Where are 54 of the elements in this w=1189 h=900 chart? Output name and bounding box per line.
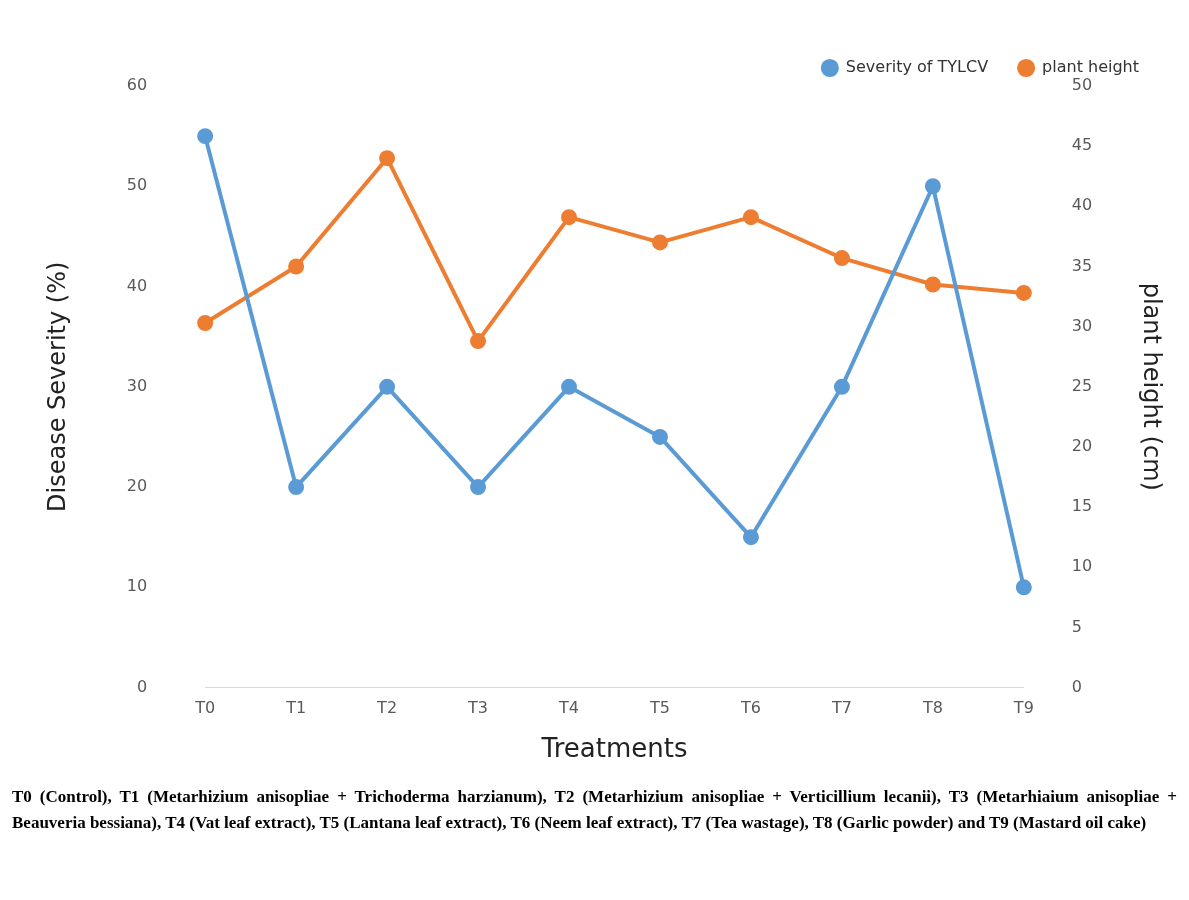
legend-label: Severity of TYLCV (845, 57, 989, 77)
y-tick-label: 40 (126, 275, 148, 295)
x-tick-label: T6 (739, 698, 761, 718)
y-axis-title: Disease Severity (%) (42, 261, 71, 512)
y2-axis-title: plant height (cm) (1138, 282, 1167, 491)
point (197, 128, 214, 145)
x-tick-label: T8 (921, 698, 943, 718)
x-tick-label: T0 (194, 698, 216, 718)
x-tick-label: T4 (558, 698, 579, 718)
point (742, 529, 759, 546)
point (742, 209, 759, 226)
x-axis-title: Treatments (540, 733, 688, 764)
y-tick-label: 10 (126, 576, 148, 596)
y2-tick-label: 50 (1071, 75, 1093, 95)
y2-tick-label: 20 (1071, 436, 1093, 456)
x-tick-label: T7 (830, 698, 852, 718)
point (288, 479, 305, 496)
point (1015, 284, 1032, 301)
y-tick-label: 0 (136, 676, 148, 696)
y2-tick-label: 5 (1071, 616, 1083, 636)
x-tick-label: T3 (467, 698, 489, 718)
y2-tick-label: 40 (1071, 195, 1093, 215)
y-tick-label: 20 (126, 476, 148, 496)
point (288, 258, 305, 275)
x-tick-label: T5 (649, 698, 670, 718)
y2-tick-label: 25 (1071, 375, 1093, 395)
point (651, 428, 668, 445)
point (561, 209, 578, 226)
x-tick-label: T2 (376, 698, 398, 718)
text: T0 (Control), T1 (Metarhizium anisopliae + Trichoderma harzianum), T2 (Metarhizium anisopliae + Verticillium lecanii), T3 (Metarhiaium anisopliae + Beauveria bessiana), T4 (Vat leaf extract), T5 (Lantana leaf extract), T6 (Neem leaf extract), T7 (Tea wastage), T8 (Garlic powder) and T9 (Mastard oil cake) (12, 786, 1177, 834)
y-tick-label: 30 (126, 375, 148, 395)
point (379, 150, 396, 167)
point (924, 178, 941, 195)
y2-tick-label: 0 (1071, 676, 1083, 696)
y2-tick-label: 30 (1071, 315, 1093, 335)
y-tick-label: 60 (126, 75, 148, 95)
y-tick-label: 50 (126, 175, 148, 195)
point (833, 250, 850, 267)
point (924, 276, 941, 293)
point (561, 378, 578, 395)
legend-label: plant height (1042, 57, 1139, 77)
point (833, 378, 850, 395)
point (379, 378, 396, 395)
y2-tick-label: 10 (1071, 556, 1093, 576)
y2-tick-label: 35 (1071, 255, 1093, 275)
point (197, 315, 214, 332)
point (470, 333, 487, 350)
y2-tick-label: 15 (1071, 496, 1093, 516)
point (651, 234, 668, 251)
point (1015, 579, 1032, 596)
y2-tick-label: 45 (1071, 135, 1093, 155)
x-tick-label: T9 (1012, 698, 1034, 718)
x-tick-label: T1 (285, 698, 307, 718)
point (470, 479, 487, 496)
